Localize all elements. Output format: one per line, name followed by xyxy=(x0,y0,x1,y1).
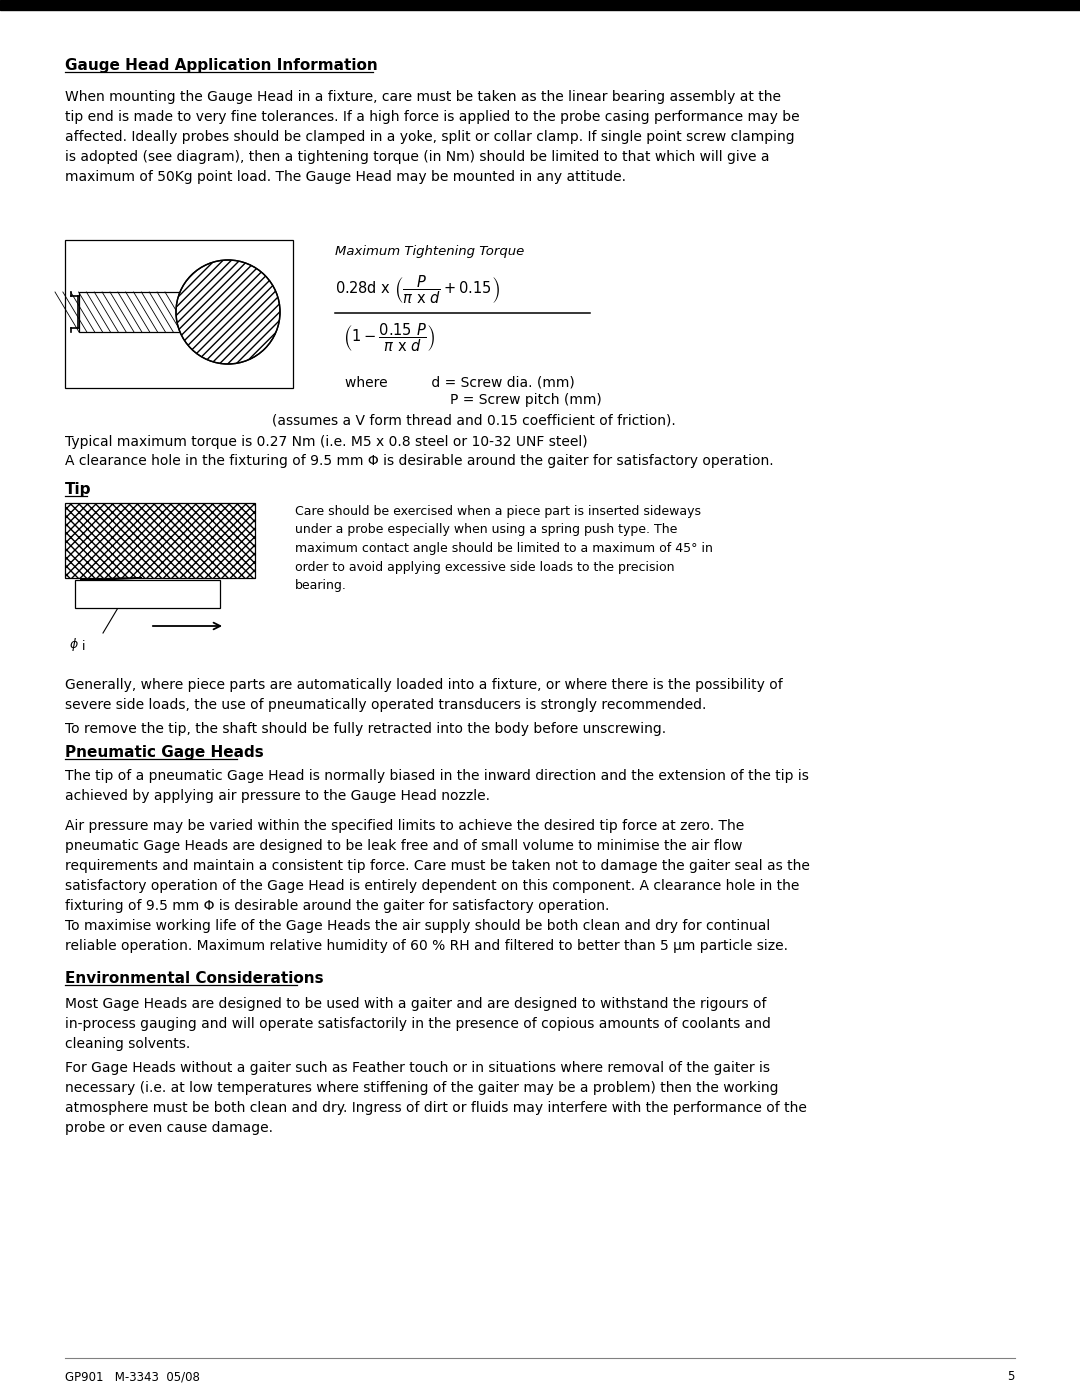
Text: P = Screw pitch (mm): P = Screw pitch (mm) xyxy=(345,393,602,407)
Text: Generally, where piece parts are automatically loaded into a fixture, or where t: Generally, where piece parts are automat… xyxy=(65,678,783,712)
Text: Pneumatic Gage Heads: Pneumatic Gage Heads xyxy=(65,745,264,760)
Text: 5: 5 xyxy=(1008,1370,1015,1383)
Text: A clearance hole in the fixturing of 9.5 mm Φ is desirable around the gaiter for: A clearance hole in the fixturing of 9.5… xyxy=(65,454,773,468)
Circle shape xyxy=(176,260,280,365)
Polygon shape xyxy=(80,578,141,580)
Text: For Gage Heads without a gaiter such as Feather touch or in situations where rem: For Gage Heads without a gaiter such as … xyxy=(65,1060,807,1136)
Text: i: i xyxy=(82,640,85,652)
Text: To maximise working life of the Gage Heads the air supply should be both clean a: To maximise working life of the Gage Hea… xyxy=(65,919,788,953)
Bar xyxy=(65,240,293,388)
Text: Tip: Tip xyxy=(65,482,92,497)
Bar xyxy=(0,0,1080,10)
Text: $\left(1-\dfrac{0.15\ P}{\pi\ \mathregular{x}\ d}\right)$: $\left(1-\dfrac{0.15\ P}{\pi\ \mathregul… xyxy=(343,321,435,353)
Text: Maximum Tightening Torque: Maximum Tightening Torque xyxy=(335,244,524,258)
Text: where          d = Screw dia. (mm): where d = Screw dia. (mm) xyxy=(345,374,575,388)
Bar xyxy=(75,580,220,608)
Text: GP901   M-3343  05/08: GP901 M-3343 05/08 xyxy=(65,1370,200,1383)
Bar xyxy=(79,292,189,332)
Text: Air pressure may be varied within the specified limits to achieve the desired ti: Air pressure may be varied within the sp… xyxy=(65,819,810,914)
Text: Environmental Considerations: Environmental Considerations xyxy=(65,971,324,986)
Text: When mounting the Gauge Head in a fixture, care must be taken as the linear bear: When mounting the Gauge Head in a fixtur… xyxy=(65,89,799,184)
Text: Gauge Head Application Information: Gauge Head Application Information xyxy=(65,59,378,73)
Text: Care should be exercised when a piece part is inserted sideways
under a probe es: Care should be exercised when a piece pa… xyxy=(295,504,713,592)
Text: $\phi$: $\phi$ xyxy=(69,636,79,652)
Text: Most Gage Heads are designed to be used with a gaiter and are designed to withst: Most Gage Heads are designed to be used … xyxy=(65,997,771,1051)
Text: To remove the tip, the shaft should be fully retracted into the body before unsc: To remove the tip, the shaft should be f… xyxy=(65,722,666,736)
Text: The tip of a pneumatic Gage Head is normally biased in the inward direction and : The tip of a pneumatic Gage Head is norm… xyxy=(65,768,809,803)
Text: Typical maximum torque is 0.27 Nm (i.e. M5 x 0.8 steel or 10-32 UNF steel): Typical maximum torque is 0.27 Nm (i.e. … xyxy=(65,434,588,448)
Bar xyxy=(65,503,255,578)
Text: (assumes a V form thread and 0.15 coefficient of friction).: (assumes a V form thread and 0.15 coeffi… xyxy=(249,414,676,427)
Text: 0.28d x $\left(\dfrac{P}{\pi\ \mathregular{x}\ d}+0.15\right)$: 0.28d x $\left(\dfrac{P}{\pi\ \mathregul… xyxy=(335,272,500,306)
